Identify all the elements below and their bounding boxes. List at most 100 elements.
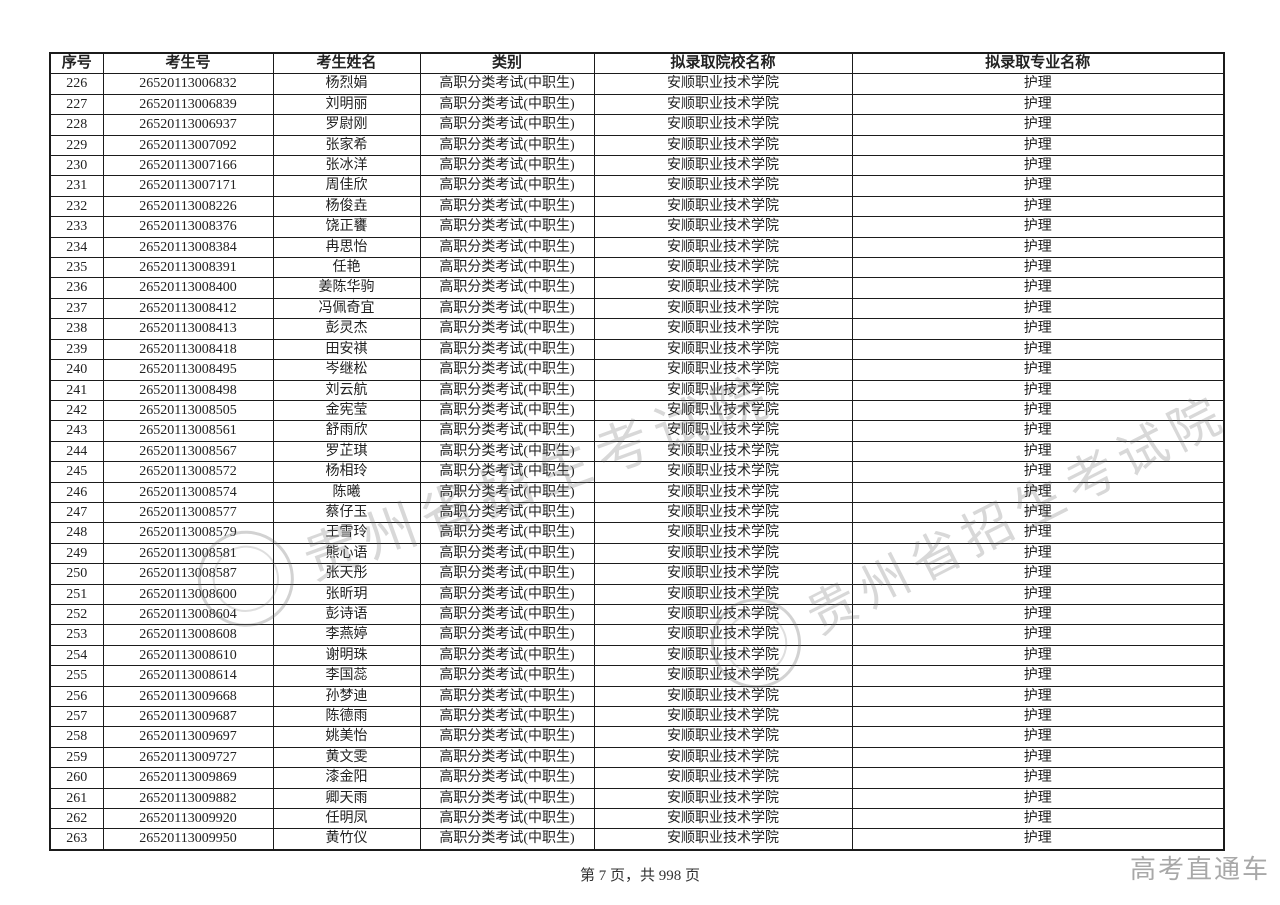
table-row: 256 26520113009668 孙梦迪 高职分类考试(中职生) 安顺职业技术学院护… <box>49 685 1225 708</box>
candidate-number-cell: 26520113008574 <box>102 481 274 503</box>
candidate-number-cell: 26520113008587 <box>102 563 274 585</box>
college-cell: 安顺职业技术学院 <box>593 73 853 95</box>
major-cell: 护理 <box>851 644 1225 667</box>
candidate-number-cell: 26520113008610 <box>102 644 274 667</box>
candidate-number-cell: 26520113008498 <box>102 379 274 401</box>
candidate-number-cell: 26520113008604 <box>102 603 274 626</box>
category-cell: 高职分类考试(中职生) <box>419 338 595 361</box>
candidate-number-cell: 26520113008412 <box>102 297 274 320</box>
candidate-number-cell: 26520113008384 <box>102 236 274 259</box>
college-cell: 安顺职业技术学院 <box>593 420 853 442</box>
category-cell: 高职分类考试(中职生) <box>419 440 595 463</box>
table-row: 254 26520113008610 谢明珠 高职分类考试(中职生) 安顺职业技术学院护… <box>49 644 1225 667</box>
name-cell: 漆金阳 <box>272 767 421 789</box>
name-cell: 黄文雯 <box>272 746 421 769</box>
college-cell: 安顺职业技术学院 <box>593 522 853 544</box>
major-cell: 护理 <box>851 359 1225 381</box>
table-row: 240 26520113008495 岑继松 高职分类考试(中职生) 安顺职业技术学院护… <box>49 359 1225 381</box>
major-cell: 护理 <box>851 563 1225 585</box>
category-cell: 高职分类考试(中职生) <box>419 195 595 218</box>
college-cell: 安顺职业技术学院 <box>593 461 853 483</box>
table-row: 228 26520113006937 罗尉刚 高职分类考试(中职生) 安顺职业技术学院护… <box>49 114 1225 136</box>
major-cell: 护理 <box>851 379 1225 401</box>
table-row: 258 26520113009697 姚美怡 高职分类考试(中职生) 安顺职业技术学院护… <box>49 726 1225 748</box>
major-cell: 护理 <box>851 685 1225 708</box>
candidate-number-cell: 26520113008567 <box>102 440 274 463</box>
name-cell: 罗芷琪 <box>272 440 421 463</box>
category-cell: 高职分类考试(中职生) <box>419 501 595 524</box>
name-cell: 李国蕊 <box>272 665 421 687</box>
table-row: 227 26520113006839 刘明丽 高职分类考试(中职生) 安顺职业技术学院护… <box>49 93 1225 116</box>
candidate-number-cell: 26520113009869 <box>102 767 274 789</box>
serial-cell: 260 <box>49 767 104 789</box>
candidate-number-cell: 26520113006832 <box>102 73 274 95</box>
college-cell: 安顺职业技术学院 <box>593 134 853 157</box>
serial-cell: 232 <box>49 195 104 218</box>
major-cell: 护理 <box>851 338 1225 361</box>
candidate-number-cell: 26520113008226 <box>102 195 274 218</box>
candidate-number-cell: 26520113008577 <box>102 501 274 524</box>
serial-cell: 231 <box>49 175 104 197</box>
major-cell: 护理 <box>851 440 1225 463</box>
name-cell: 周佳欣 <box>272 175 421 197</box>
major-cell: 护理 <box>851 542 1225 565</box>
category-cell: 高职分类考试(中职生) <box>419 522 595 544</box>
serial-cell: 241 <box>49 379 104 401</box>
name-cell: 彭灵杰 <box>272 318 421 340</box>
serial-cell: 248 <box>49 522 104 544</box>
serial-cell: 261 <box>49 787 104 810</box>
college-cell: 安顺职业技术学院 <box>593 440 853 463</box>
name-cell: 杨俊垚 <box>272 195 421 218</box>
college-cell: 安顺职业技术学院 <box>593 257 853 279</box>
college-cell: 安顺职业技术学院 <box>593 501 853 524</box>
category-cell: 高职分类考试(中职生) <box>419 808 595 830</box>
table-row: 262 26520113009920 任明凤 高职分类考试(中职生) 安顺职业技术学院护… <box>49 808 1225 830</box>
candidate-number-cell: 26520113006839 <box>102 93 274 116</box>
college-cell: 安顺职业技术学院 <box>593 359 853 381</box>
brand-logo: 高考直通车 <box>1129 855 1270 884</box>
category-cell: 高职分类考试(中职生) <box>419 726 595 748</box>
college-cell: 安顺职业技术学院 <box>593 665 853 687</box>
college-cell: 安顺职业技术学院 <box>593 726 853 748</box>
major-cell: 护理 <box>851 461 1225 483</box>
major-cell: 护理 <box>851 501 1225 524</box>
name-cell: 冉思怡 <box>272 236 421 259</box>
table-row: 260 26520113009869 漆金阳 高职分类考试(中职生) 安顺职业技术学院护… <box>49 767 1225 789</box>
college-cell: 安顺职业技术学院 <box>593 808 853 830</box>
college-cell: 安顺职业技术学院 <box>593 297 853 320</box>
candidate-number-cell: 26520113009668 <box>102 685 274 708</box>
category-cell: 高职分类考试(中职生) <box>419 542 595 565</box>
candidate-number-cell: 26520113006937 <box>102 114 274 136</box>
category-cell: 高职分类考试(中职生) <box>419 216 595 238</box>
category-cell: 高职分类考试(中职生) <box>419 603 595 626</box>
table-row: 236 26520113008400 姜陈华驹 高职分类考试(中职生) 安顺职业技术学院… <box>49 277 1225 299</box>
table-row: 247 26520113008577 蔡仔玉 高职分类考试(中职生) 安顺职业技术学院护… <box>49 501 1225 524</box>
serial-cell: 254 <box>49 644 104 667</box>
category-cell: 高职分类考试(中职生) <box>419 624 595 646</box>
serial-cell: 242 <box>49 399 104 422</box>
name-cell: 孙梦迪 <box>272 685 421 708</box>
table-row: 248 26520113008579 王雪玲 高职分类考试(中职生) 安顺职业技术学院护… <box>49 522 1225 544</box>
college-cell: 安顺职业技术学院 <box>593 705 853 728</box>
category-cell: 高职分类考试(中职生) <box>419 175 595 197</box>
major-cell: 护理 <box>851 522 1225 544</box>
category-cell: 高职分类考试(中职生) <box>419 746 595 769</box>
candidate-number-cell: 26520113008600 <box>102 583 274 605</box>
name-cell: 蔡仔玉 <box>272 501 421 524</box>
major-cell: 护理 <box>851 93 1225 116</box>
table-row: 255 26520113008614 李国蕊 高职分类考试(中职生) 安顺职业技术学院护… <box>49 665 1225 687</box>
candidate-number-cell: 26520113007171 <box>102 175 274 197</box>
college-cell: 安顺职业技术学院 <box>593 624 853 646</box>
candidate-number-cell: 26520113009697 <box>102 726 274 748</box>
college-cell: 安顺职业技术学院 <box>593 338 853 361</box>
serial-cell: 238 <box>49 318 104 340</box>
name-cell: 饶正饔 <box>272 216 421 238</box>
major-cell: 护理 <box>851 705 1225 728</box>
major-cell: 护理 <box>851 318 1225 340</box>
table-header: 序号 考生号 考生姓名 类别 拟录取院校名称 拟录取专业名称 <box>49 52 1225 75</box>
serial-cell: 255 <box>49 665 104 687</box>
table-row: 251 26520113008600 张昕玥 高职分类考试(中职生) 安顺职业技术学院护… <box>49 583 1225 605</box>
college-cell: 安顺职业技术学院 <box>593 93 853 116</box>
serial-cell: 259 <box>49 746 104 769</box>
serial-cell: 235 <box>49 257 104 279</box>
